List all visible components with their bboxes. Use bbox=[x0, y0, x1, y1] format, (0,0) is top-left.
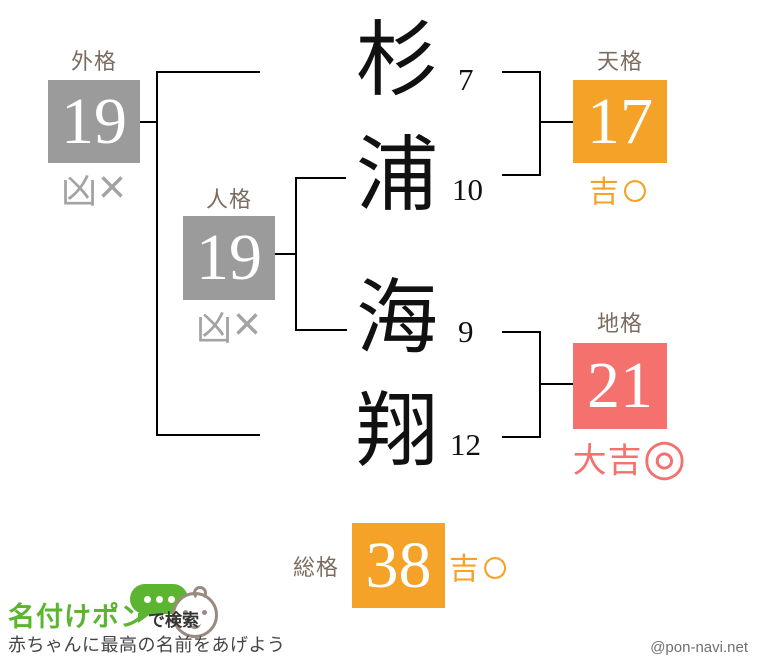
tenkaku-result-mark: ○ bbox=[619, 161, 652, 217]
gaikaku-bracket-stem bbox=[140, 121, 158, 123]
jinkaku-score-box: 19 bbox=[183, 216, 275, 300]
site-credit: @pon-navi.net bbox=[650, 639, 748, 656]
tenkaku-result: 吉 ○ bbox=[573, 164, 667, 214]
tenkaku-bracket-vertical bbox=[539, 71, 541, 176]
chikaku-label: 地格 bbox=[596, 311, 643, 336]
name-char-1: 杉 bbox=[355, 15, 438, 106]
chikaku-result-text: 大吉 bbox=[572, 441, 643, 480]
name-char-4: 翔 bbox=[355, 386, 438, 477]
bubble-dot bbox=[143, 595, 151, 603]
stroke-count-4: 12 bbox=[450, 427, 481, 462]
baby-eye bbox=[202, 610, 207, 615]
jinkaku-result: 凶 × bbox=[183, 298, 275, 351]
stroke-count-3: 9 bbox=[458, 314, 474, 349]
logo-name: 名付けポン bbox=[8, 602, 148, 632]
logo-suffix: で検索 bbox=[148, 611, 199, 630]
tenkaku-score-value: 17 bbox=[587, 84, 653, 158]
soukaku-result: 吉 ○ bbox=[449, 523, 539, 608]
gaikaku-score-box: 19 bbox=[48, 80, 140, 163]
tenkaku-result-text: 吉 bbox=[588, 176, 620, 209]
tenkaku-label: 天格 bbox=[596, 49, 643, 74]
chikaku-result: 大吉 ◎ bbox=[548, 432, 712, 482]
soukaku-label: 総格 bbox=[292, 554, 339, 580]
baby-curl bbox=[193, 586, 207, 600]
gaikaku-result-text: 凶 bbox=[60, 170, 98, 211]
jinkaku-score-value: 19 bbox=[196, 221, 262, 294]
chikaku-bracket-arm-bottom bbox=[502, 436, 541, 438]
baby-eye bbox=[183, 610, 188, 615]
soukaku-score-value: 38 bbox=[365, 528, 432, 602]
chikaku-bracket-arm-top bbox=[502, 331, 541, 333]
name-char-3: 海 bbox=[355, 273, 438, 364]
gaikaku-bracket-vertical bbox=[156, 71, 158, 436]
gaikaku-result-mark: × bbox=[97, 161, 128, 214]
gaikaku-bracket-arm-top bbox=[156, 71, 260, 73]
name-char-2: 浦 bbox=[355, 130, 438, 221]
chikaku-score-box: 21 bbox=[573, 343, 667, 429]
jinkaku-bracket-stem bbox=[275, 253, 297, 255]
gaikaku-score-value: 19 bbox=[61, 84, 127, 158]
baby-mouth bbox=[189, 619, 201, 629]
chikaku-result-mark: ◎ bbox=[642, 429, 688, 485]
baby-face-icon bbox=[172, 586, 218, 638]
jinkaku-bracket-arm-top bbox=[295, 177, 346, 179]
tenkaku-score-box: 17 bbox=[573, 80, 667, 163]
bubble-dot bbox=[167, 595, 175, 603]
jinkaku-label: 人格 bbox=[205, 187, 252, 212]
tenkaku-bracket-stem bbox=[539, 121, 573, 123]
gaikaku-bracket-arm-bottom bbox=[156, 434, 260, 436]
gaikaku-result: 凶 × bbox=[48, 161, 140, 214]
tagline: 赤ちゃんに最高の名前をあげよう bbox=[8, 635, 286, 655]
jinkaku-result-text: 凶 bbox=[195, 307, 233, 348]
soukaku-score-box: 38 bbox=[352, 523, 445, 608]
jinkaku-bracket-arm-bottom bbox=[295, 329, 347, 331]
bubble-dot bbox=[155, 595, 163, 603]
chikaku-bracket-stem bbox=[539, 383, 573, 385]
tenkaku-bracket-arm-bottom bbox=[502, 174, 541, 176]
jinkaku-result-mark: × bbox=[232, 298, 263, 351]
logo: 名付けポンで検索 bbox=[8, 602, 199, 637]
stroke-count-2: 10 bbox=[452, 172, 483, 207]
soukaku-result-text: 吉 bbox=[449, 552, 480, 586]
chikaku-score-value: 21 bbox=[587, 349, 653, 422]
gaikaku-label: 外格 bbox=[70, 49, 117, 74]
soukaku-result-mark: ○ bbox=[480, 537, 512, 594]
stroke-count-1: 7 bbox=[458, 62, 474, 97]
tenkaku-bracket-arm-top bbox=[502, 71, 541, 73]
